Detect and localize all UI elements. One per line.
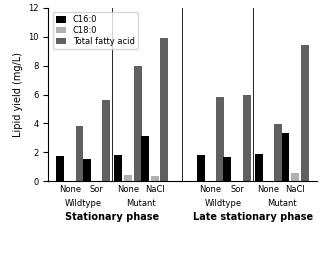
Bar <box>102 100 110 181</box>
Bar <box>216 97 224 181</box>
Bar <box>274 124 282 181</box>
Bar <box>141 136 149 181</box>
Text: Mutant: Mutant <box>267 199 297 208</box>
Text: None: None <box>257 185 279 194</box>
Bar <box>83 159 91 181</box>
Bar <box>114 155 122 181</box>
Text: Sor: Sor <box>90 185 103 194</box>
Text: Wildtype: Wildtype <box>65 199 102 208</box>
Text: None: None <box>199 185 221 194</box>
Bar <box>243 95 251 181</box>
Text: NaCl: NaCl <box>285 185 305 194</box>
Bar <box>134 66 141 181</box>
Bar <box>224 157 231 181</box>
Bar <box>56 156 64 181</box>
Text: Mutant: Mutant <box>127 199 156 208</box>
Bar <box>161 38 168 181</box>
Y-axis label: Lipid yield (mg/L): Lipid yield (mg/L) <box>13 52 23 137</box>
Text: Wildtype: Wildtype <box>205 199 242 208</box>
Text: None: None <box>117 185 139 194</box>
Bar <box>291 172 299 181</box>
Text: None: None <box>59 185 81 194</box>
Bar <box>197 155 204 181</box>
Bar <box>255 154 263 181</box>
Bar <box>151 176 159 181</box>
Legend: C16:0, C18:0, Total fatty acid: C16:0, C18:0, Total fatty acid <box>53 12 138 49</box>
Text: Stationary phase: Stationary phase <box>65 212 159 222</box>
Text: Late stationary phase: Late stationary phase <box>193 212 313 222</box>
Bar <box>282 133 289 181</box>
Bar <box>124 175 132 181</box>
Text: NaCl: NaCl <box>145 185 165 194</box>
Bar <box>76 126 83 181</box>
Text: Sor: Sor <box>230 185 244 194</box>
Bar <box>301 45 309 181</box>
